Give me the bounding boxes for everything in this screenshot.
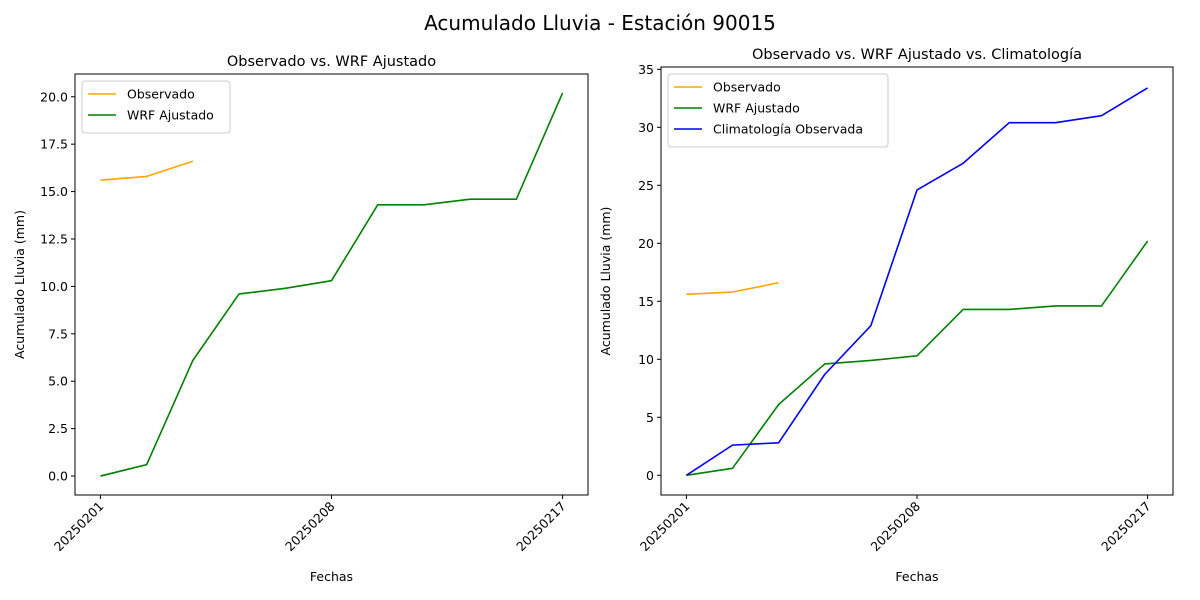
y-axis-label: Acumulado Lluvia (mm) [598, 207, 613, 356]
y-tick-label: 0.0 [48, 469, 68, 484]
y-tick-label: 15 [638, 294, 654, 309]
y-tick-label: 10.0 [40, 279, 68, 294]
legend: Observado WRF Ajustado [81, 80, 231, 134]
chart-title: Observado vs. WRF Ajustado vs. Climatolo… [752, 47, 1082, 63]
x-axis-label: Fechas [310, 569, 353, 584]
y-tick-label: 5 [646, 410, 654, 425]
y-tick-label: 20.0 [40, 89, 68, 104]
legend-box [667, 73, 889, 148]
legend-label-3: Climatología Observada [713, 122, 863, 137]
x-axis-label: Fechas [895, 569, 938, 584]
y-tick-label: 25 [638, 178, 654, 193]
legend-label-2: WRF Ajustado [127, 108, 214, 123]
series-line-1 [100, 160, 194, 181]
y-tick-label: 10 [638, 352, 654, 367]
series-line-3 [685, 87, 1149, 476]
y-tick-label: 35 [638, 62, 654, 77]
series-line-2 [100, 92, 564, 477]
y-tick-label: 0 [646, 468, 654, 483]
y-tick-label: 30 [638, 120, 654, 135]
figure-suptitle: Acumulado Lluvia - Estación 90015 [424, 11, 776, 35]
series-line-2 [686, 240, 1149, 477]
y-tick-label: 5.0 [48, 374, 68, 389]
y-tick-label: 20 [638, 236, 654, 251]
y-tick-label: 15.0 [40, 184, 68, 199]
series-line-1 [686, 281, 779, 296]
legend-label-2: WRF Ajustado [713, 101, 800, 116]
y-tick-label: 17.5 [40, 137, 68, 152]
legend: Observado WRF Ajustado Climatología Observ… [667, 73, 889, 148]
legend-label-1: Observado [713, 80, 781, 95]
y-tick-label: 2.5 [48, 421, 68, 436]
chart-title: Observado vs. WRF Ajustado [227, 54, 436, 70]
y-tick-label: 7.5 [48, 326, 68, 341]
legend-label-1: Observado [127, 87, 195, 102]
y-tick-label: 12.5 [40, 231, 68, 246]
legend-box [81, 80, 231, 134]
y-axis-label: Acumulado Lluvia (mm) [12, 210, 27, 359]
